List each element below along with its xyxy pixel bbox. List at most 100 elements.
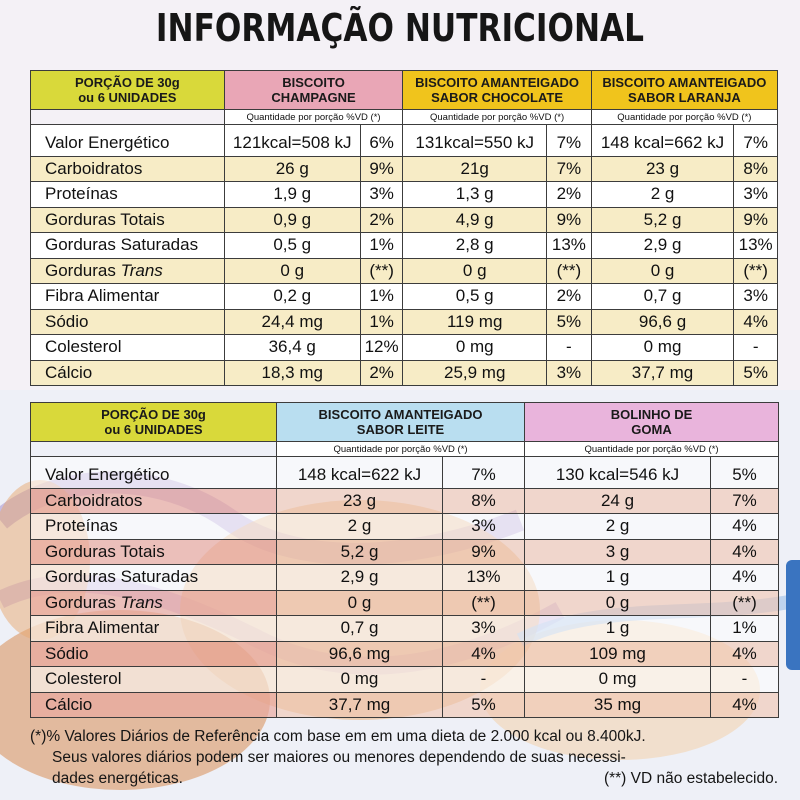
subheader-blank bbox=[30, 109, 225, 125]
quantity-cell: 130 kcal=546 kJ bbox=[524, 456, 712, 489]
footnote-vd-note: (**) VD não estabelecido. bbox=[603, 770, 778, 787]
quantity-cell: 24 g bbox=[524, 487, 712, 514]
subheader-text: Quantidade por porção %VD (*) bbox=[275, 441, 526, 457]
nutrient-label: Sódio bbox=[30, 308, 225, 335]
quantity-cell: 2,8 g bbox=[402, 232, 548, 259]
quantity-cell: 3 g bbox=[524, 538, 712, 565]
vd-percent-cell: 3% bbox=[441, 615, 526, 642]
nutrient-label: Gorduras Saturadas bbox=[30, 564, 277, 591]
vd-percent-cell: - bbox=[441, 666, 526, 693]
vd-percent-cell: 2% bbox=[546, 181, 592, 208]
quantity-cell: 0 mg bbox=[276, 666, 443, 693]
quantity-cell: 0 g bbox=[223, 257, 361, 284]
vd-percent-cell: 7% bbox=[546, 124, 592, 157]
table-row: Colesterol 0 mg -0 mg - bbox=[30, 666, 780, 693]
table-row: Gorduras Trans 0 g (**) 0 g (**) 0 g (**) bbox=[30, 257, 778, 284]
table-row: Gorduras Trans 0 g (**) 0 g (**) bbox=[30, 589, 780, 616]
vd-percent-cell: 1% bbox=[359, 283, 404, 310]
nutrient-label: Proteínas bbox=[30, 181, 225, 208]
vd-percent-cell: 4% bbox=[733, 308, 778, 335]
table-row: Gorduras Saturadas 0,5 g 1% 2,8 g 13% 2,9 g 13… bbox=[30, 232, 778, 259]
nutrient-label: Carboidratos bbox=[30, 155, 225, 182]
vd-percent-cell: 3% bbox=[441, 513, 526, 540]
product-header-champagne: BISCOITO CHAMPAGNE bbox=[223, 70, 404, 110]
vd-percent-cell: 3% bbox=[733, 283, 778, 310]
vd-percent-cell: 5% bbox=[733, 359, 778, 386]
vd-percent-cell: 4% bbox=[710, 538, 780, 565]
quantity-cell: 148 kcal=622 kJ bbox=[276, 456, 443, 489]
footnote-line-3: dades energéticas. (**) VD não estabelec… bbox=[30, 768, 778, 789]
quantity-cell: 0,7 g bbox=[590, 283, 735, 310]
vd-percent-cell: 3% bbox=[733, 181, 778, 208]
table-row: Proteínas 2 g 3% 2 g 4% bbox=[30, 513, 780, 540]
vd-percent-cell: 9% bbox=[546, 206, 592, 233]
table-row: Gorduras Saturadas 2,9 g 13% 1 g 4% bbox=[30, 564, 780, 591]
nutrient-label: Gorduras Saturadas bbox=[30, 232, 225, 259]
nutrient-label: Colesterol bbox=[30, 666, 277, 693]
vd-percent-cell: - bbox=[546, 334, 592, 361]
quantity-cell: 0,5 g bbox=[402, 283, 548, 310]
vd-percent-cell: 7% bbox=[546, 155, 592, 182]
table-row: Gorduras Totais 0,9 g 2% 4,9 g 9% 5,2 g 9% bbox=[30, 206, 778, 233]
quantity-cell: 0 g bbox=[524, 589, 712, 616]
vd-percent-cell: 4% bbox=[710, 691, 780, 718]
quantity-cell: 21g bbox=[402, 155, 548, 182]
portion-header: PORÇÃO DE 30g ou 6 UNIDADES bbox=[30, 70, 225, 110]
vd-percent-cell: 5% bbox=[710, 456, 780, 489]
vd-percent-cell: 4% bbox=[710, 564, 780, 591]
footnote-line-3-left: dades energéticas. bbox=[52, 770, 183, 787]
quantity-cell: 0,2 g bbox=[223, 283, 361, 310]
footnote: (*)% Valores Diários de Referência com b… bbox=[30, 726, 778, 789]
vd-percent-cell: 4% bbox=[441, 640, 526, 667]
portion-header: PORÇÃO DE 30g ou 6 UNIDADES bbox=[30, 402, 277, 442]
quantity-cell: 0 mg bbox=[590, 334, 735, 361]
table-row: Sódio 24,4 mg 1% 119 mg 5% 96,6 g 4% bbox=[30, 308, 778, 335]
vd-percent-cell: 2% bbox=[546, 283, 592, 310]
table-row: Carboidratos 23 g 8% 24 g 7% bbox=[30, 487, 780, 514]
quantity-cell: 5,2 g bbox=[590, 206, 735, 233]
quantity-cell: 131kcal=550 kJ bbox=[402, 124, 548, 157]
vd-percent-cell: 2% bbox=[359, 206, 404, 233]
nutrition-table-2: PORÇÃO DE 30g ou 6 UNIDADES BISCOITO AMAN… bbox=[30, 402, 780, 718]
quantity-cell: 2 g bbox=[276, 513, 443, 540]
vd-percent-cell: 7% bbox=[733, 124, 778, 157]
quantity-cell: 1 g bbox=[524, 564, 712, 591]
vd-percent-cell: 13% bbox=[733, 232, 778, 259]
vd-percent-cell: 5% bbox=[546, 308, 592, 335]
quantity-cell: 35 mg bbox=[524, 691, 712, 718]
vd-percent-cell: 3% bbox=[359, 181, 404, 208]
nutrient-label: Cálcio bbox=[30, 359, 225, 386]
quantity-cell: 148 kcal=662 kJ bbox=[590, 124, 735, 157]
quantity-cell: 37,7 mg bbox=[590, 359, 735, 386]
quantity-cell: 2,9 g bbox=[276, 564, 443, 591]
vd-percent-cell: 13% bbox=[546, 232, 592, 259]
product-header-leite: BISCOITO AMANTEIGADO SABOR LEITE bbox=[275, 402, 526, 442]
table-row: Proteínas 1,9 g 3% 1,3 g 2% 2 g 3% bbox=[30, 181, 778, 208]
quantity-cell: 23 g bbox=[590, 155, 735, 182]
vd-percent-cell: 1% bbox=[359, 308, 404, 335]
vd-percent-cell: 1% bbox=[359, 232, 404, 259]
vd-percent-cell: 7% bbox=[441, 456, 526, 489]
quantity-cell: 0 g bbox=[276, 589, 443, 616]
vd-percent-cell: (**) bbox=[359, 257, 404, 284]
quantity-cell: 25,9 mg bbox=[402, 359, 548, 386]
quantity-cell: 0 mg bbox=[402, 334, 548, 361]
quantity-cell: 0,9 g bbox=[223, 206, 361, 233]
vd-percent-cell: 4% bbox=[710, 513, 780, 540]
table-row: Gorduras Totais 5,2 g 9% 3 g 4% bbox=[30, 538, 780, 565]
vd-percent-cell: 7% bbox=[710, 487, 780, 514]
vd-percent-cell: 9% bbox=[733, 206, 778, 233]
nutrient-label: Colesterol bbox=[30, 334, 225, 361]
quantity-cell: 24,4 mg bbox=[223, 308, 361, 335]
quantity-cell: 18,3 mg bbox=[223, 359, 361, 386]
nutrient-label: Gorduras Trans bbox=[30, 257, 225, 284]
subheader-text: Quantidade por porção %VD (*) bbox=[402, 109, 592, 125]
nutrient-label: Gorduras Totais bbox=[30, 206, 225, 233]
vd-percent-cell: 4% bbox=[710, 640, 780, 667]
vd-percent-cell: (**) bbox=[710, 589, 780, 616]
vd-percent-cell: 8% bbox=[441, 487, 526, 514]
table-row: Colesterol 36,4 g 12% 0 mg -0 mg - bbox=[30, 334, 778, 361]
table-row: Fibra Alimentar 0,2 g 1% 0,5 g 2% 0,7 g 3% bbox=[30, 283, 778, 310]
quantity-cell: 5,2 g bbox=[276, 538, 443, 565]
subheader-text: Quantidade por porção %VD (*) bbox=[590, 109, 779, 125]
